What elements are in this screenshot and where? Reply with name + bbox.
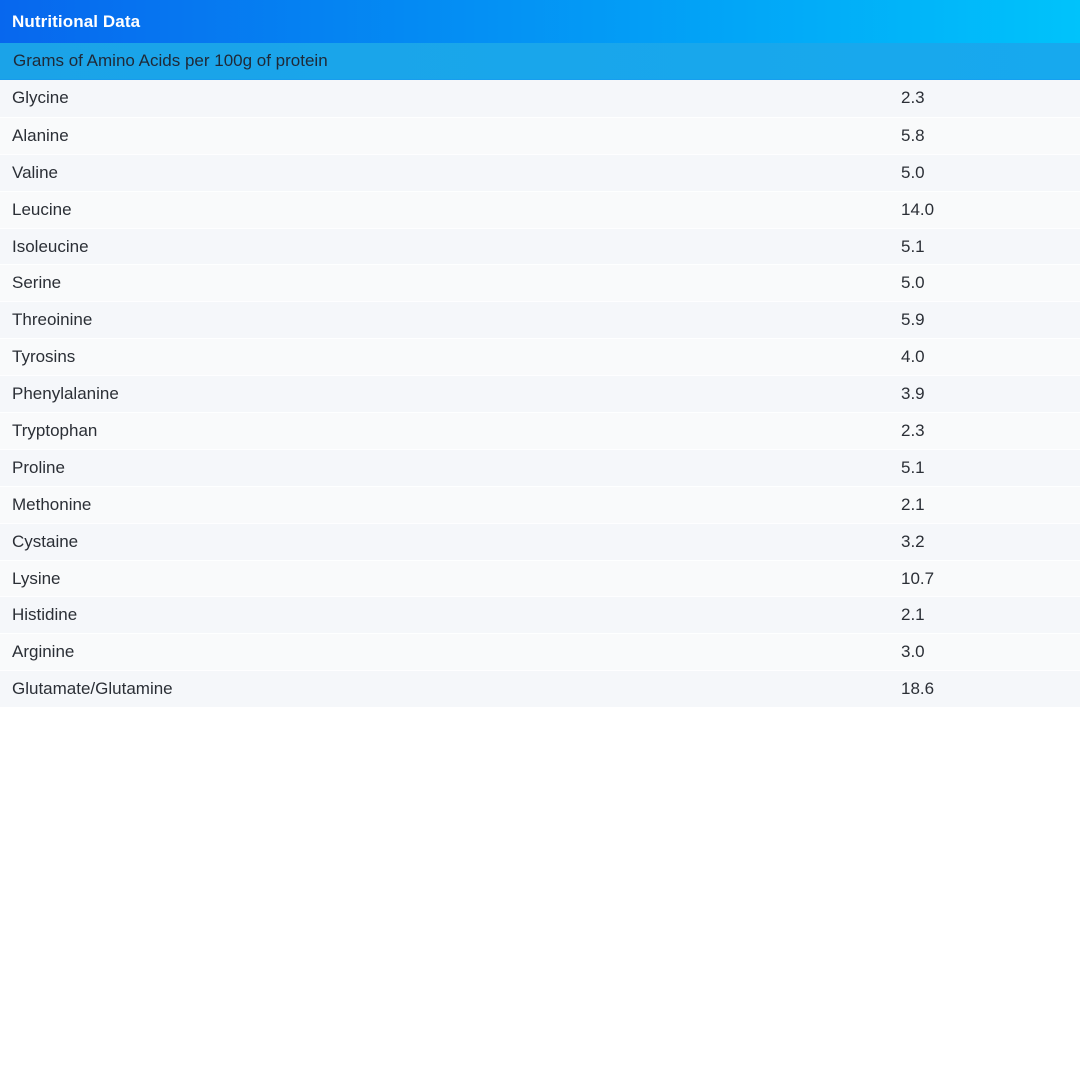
amino-acid-value: 4.0	[901, 347, 925, 367]
amino-acid-name: Phenylalanine	[12, 384, 119, 404]
amino-acid-value: 14.0	[901, 199, 935, 219]
amino-acid-name: Tryptophan	[12, 420, 98, 440]
table-row: Phenylalanine 3.9	[0, 375, 1080, 413]
amino-acid-name: Leucine	[12, 199, 72, 219]
table-row: Cystaine 3.2	[0, 522, 1080, 560]
amino-acid-value: 5.8	[901, 125, 925, 145]
table-row: Proline 5.1	[0, 448, 1080, 486]
table-row: Isoleucine 5.1	[0, 227, 1080, 265]
amino-acid-value: 5.1	[901, 457, 925, 477]
amino-acid-value: 2.3	[901, 88, 925, 108]
amino-acid-value: 2.3	[901, 420, 925, 440]
amino-acid-value: 10.7	[901, 568, 935, 588]
amino-acid-name: Tyrosins	[12, 347, 76, 367]
table-row: Alanine 5.8	[0, 116, 1080, 154]
amino-acid-name: Alanine	[12, 125, 69, 145]
amino-acid-name: Histidine	[12, 605, 78, 625]
table-title: Nutritional Data	[12, 11, 141, 31]
table-row: Lysine 10.7	[0, 559, 1080, 597]
amino-acid-value: 2.1	[901, 605, 925, 625]
table-row: Glutamate/Glutamine 18.6	[0, 670, 1080, 708]
amino-acid-value: 3.2	[901, 531, 925, 551]
table-row: Glycine 2.3	[0, 80, 1080, 117]
amino-acid-value: 3.9	[901, 384, 925, 404]
table-row: Leucine 14.0	[0, 190, 1080, 228]
table-subtitle: Grams of Amino Acids per 100g of protein	[13, 51, 328, 70]
table-title-bar: Nutritional Data	[0, 0, 1080, 43]
table-subtitle-bar: Grams of Amino Acids per 100g of protein	[0, 43, 1080, 80]
amino-acid-value: 2.1	[901, 494, 925, 514]
amino-acid-name: Methonine	[12, 494, 92, 514]
amino-acid-value: 3.0	[901, 642, 925, 662]
table-row: Tyrosins 4.0	[0, 338, 1080, 376]
amino-acid-value: 5.0	[901, 273, 925, 293]
table-row: Histidine 2.1	[0, 596, 1080, 634]
amino-acid-name: Valine	[12, 162, 58, 182]
table-row: Serine 5.0	[0, 264, 1080, 302]
amino-acid-name: Arginine	[12, 642, 75, 662]
table-row: Valine 5.0	[0, 153, 1080, 191]
amino-acid-name: Glutamate/Glutamine	[12, 679, 173, 699]
amino-acid-name: Threoinine	[12, 310, 93, 330]
table-row: Threoinine 5.9	[0, 301, 1080, 339]
amino-acid-name: Isoleucine	[12, 236, 89, 256]
table-row: Methonine 2.1	[0, 485, 1080, 523]
amino-acid-value: 5.0	[901, 162, 925, 182]
amino-acid-value: 5.9	[901, 310, 925, 330]
amino-acid-name: Lysine	[12, 568, 61, 588]
amino-acid-value: 18.6	[901, 679, 935, 699]
amino-acid-name: Glycine	[12, 88, 69, 108]
amino-acid-name: Cystaine	[12, 531, 79, 551]
amino-acid-name: Serine	[12, 273, 62, 293]
table-row: Arginine 3.0	[0, 633, 1080, 671]
table-body: Glycine 2.3 Alanine 5.8 Valine 5.0 Leuci…	[0, 80, 1080, 708]
amino-acid-name: Proline	[12, 457, 65, 477]
nutritional-data-table: Nutritional Data Grams of Amino Acids pe…	[0, 0, 1080, 708]
amino-acid-value: 5.1	[901, 236, 925, 256]
table-row: Tryptophan 2.3	[0, 412, 1080, 449]
